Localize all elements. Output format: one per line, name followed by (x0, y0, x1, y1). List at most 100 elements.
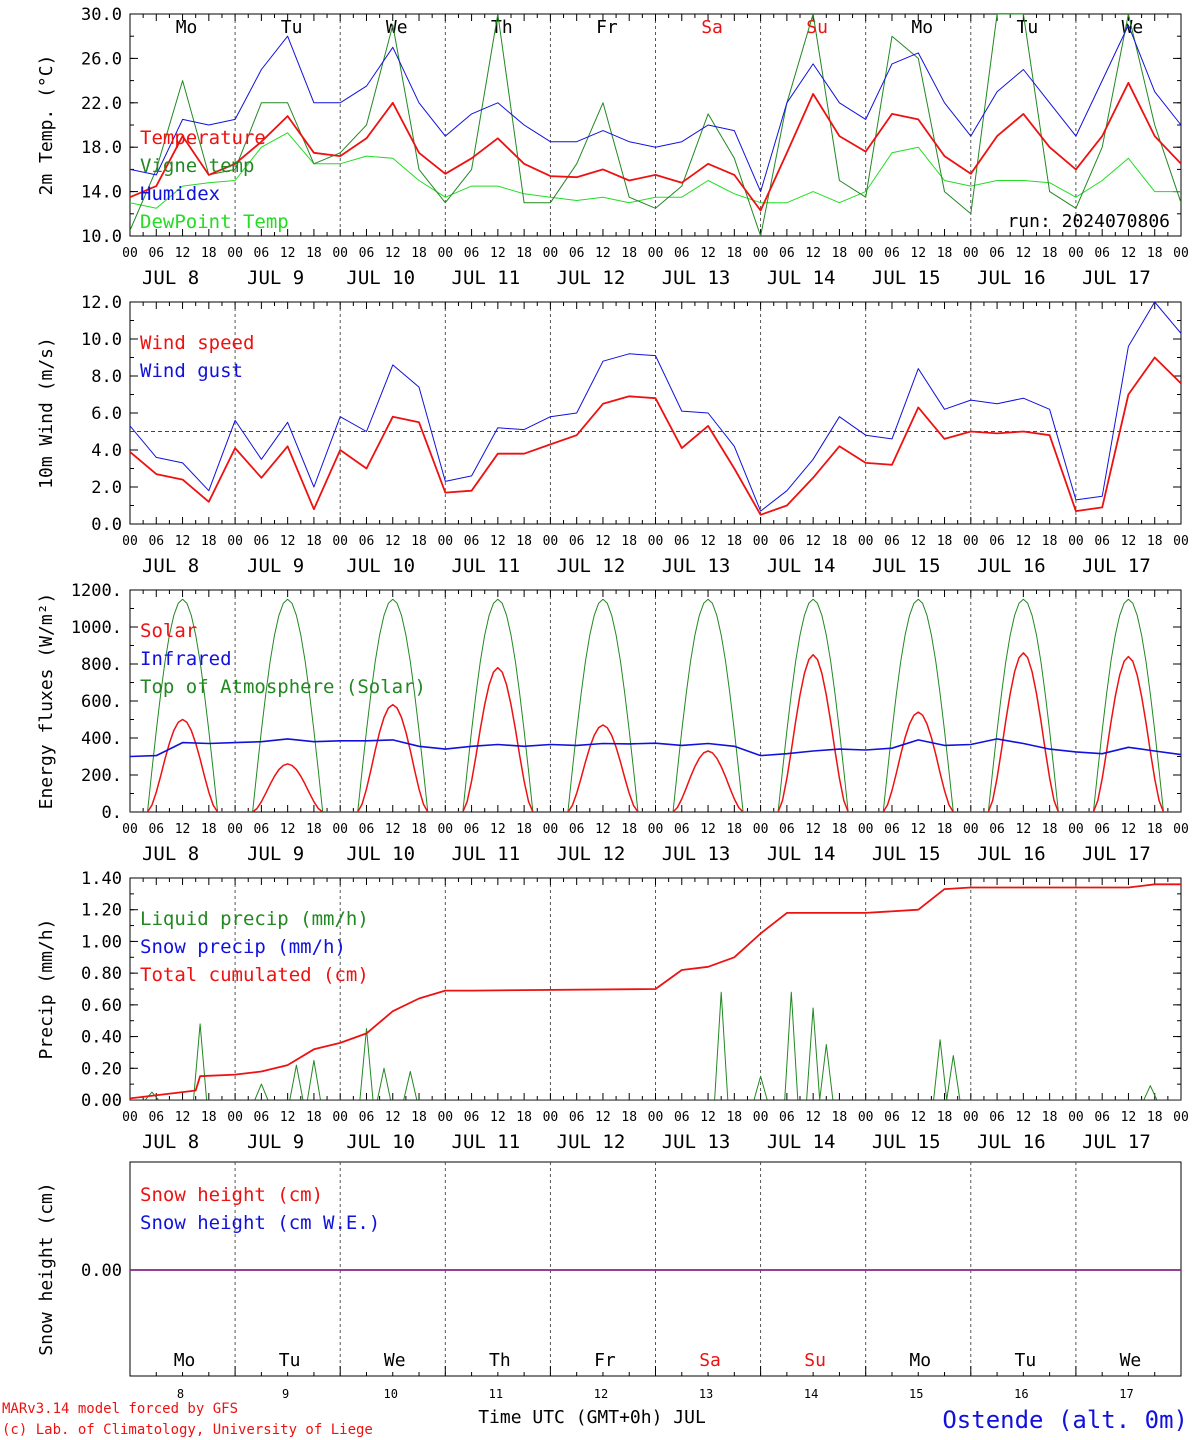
weekday-label: Mo (176, 17, 198, 38)
hour-tick-label: 00 (648, 246, 664, 261)
hour-tick-label: 18 (937, 1110, 953, 1125)
hour-tick-label: 12 (1121, 1110, 1137, 1125)
hour-tick-label: 12 (175, 246, 191, 261)
day-label: JUL 12 (557, 555, 626, 577)
day-label: JUL 14 (767, 1131, 836, 1153)
hour-tick-label: 00 (1173, 246, 1189, 261)
panel-4: 0.00 0.20 0.40 0.60 0.80 1.00 1.20 1.40 Precip (… (36, 869, 1189, 1153)
day-label: JUL 16 (977, 555, 1046, 577)
y-tick-label: 0.0 (91, 515, 122, 535)
hour-tick-label: 00 (648, 1110, 664, 1125)
legend-entry: Snow precip (mm/h) (140, 936, 346, 958)
day-label: JUL 17 (1082, 267, 1151, 289)
day-label: JUL 11 (452, 1131, 521, 1153)
y-tick-label: 0.80 (81, 964, 122, 984)
hour-tick-label: 06 (884, 822, 900, 837)
hour-tick-label: 00 (332, 1110, 348, 1125)
y-tick-label: 200. (81, 766, 122, 786)
hour-tick-label: 18 (1042, 534, 1058, 549)
series-line-3 (130, 24, 1181, 193)
hour-tick-label: 06 (148, 246, 164, 261)
day-label: JUL 11 (452, 843, 521, 865)
weekday-label: Mo (911, 17, 933, 38)
day-label: JUL 8 (142, 555, 199, 577)
hour-tick-label: 06 (1094, 534, 1110, 549)
day-label: JUL 14 (767, 267, 836, 289)
hour-tick-label: 12 (700, 246, 716, 261)
hour-tick-label: 00 (227, 822, 243, 837)
day-label: JUL 9 (247, 843, 304, 865)
legend-entry: DewPoint Temp (140, 211, 289, 233)
series-line-1 (130, 81, 1181, 212)
hour-tick-label: 18 (201, 822, 217, 837)
panel-5: 0.00 Snow height (cm) Snow height (cm) Snow… (36, 1161, 1182, 1401)
hour-tick-label: 18 (306, 534, 322, 549)
weekday-label: Mo (174, 1350, 196, 1371)
hour-tick-label: 00 (648, 534, 664, 549)
hour-tick-label: 06 (254, 822, 270, 837)
legend-entry: Infrared (140, 648, 232, 670)
y-tick-label: 22.0 (81, 94, 122, 114)
hour-tick-label: 06 (569, 822, 585, 837)
panel-2: 0.0 2.0 4.0 6.0 8.0 10.0 12.0 10m Wind (m/s) 00 0… (36, 293, 1189, 577)
hour-tick-label: 00 (1173, 1110, 1189, 1125)
day-label: JUL 17 (1082, 555, 1151, 577)
toa-solar-line (130, 598, 1181, 812)
weekday-label: Tu (281, 17, 303, 38)
day-label: JUL 12 (557, 1131, 626, 1153)
hour-tick-label: 00 (543, 534, 559, 549)
hour-tick-label: 12 (805, 1110, 821, 1125)
day-label: JUL 12 (557, 267, 626, 289)
hour-tick-label: 00 (753, 534, 769, 549)
hour-tick-label: 00 (543, 246, 559, 261)
y-axis-label: Energy fluxes (W/m²) (36, 593, 57, 810)
run-label: run: 2024070806 (1007, 211, 1170, 232)
hour-tick-label: 18 (832, 822, 848, 837)
hour-tick-label: 00 (122, 246, 138, 261)
hour-tick-label: 06 (674, 1110, 690, 1125)
day-number-label: 16 (1014, 1387, 1028, 1401)
hour-tick-label: 18 (1147, 822, 1163, 837)
panels: 10.014.018.022.026.030.02m Temp. (°C)00 0… (36, 5, 1189, 1401)
hour-tick-label: 06 (779, 534, 795, 549)
hour-tick-label: 18 (306, 822, 322, 837)
hour-tick-label: 00 (437, 246, 453, 261)
day-number-label: 8 (177, 1387, 184, 1401)
hour-tick-label: 18 (621, 534, 637, 549)
hour-tick-label: 00 (332, 822, 348, 837)
hour-tick-label: 12 (1016, 534, 1032, 549)
hour-tick-label: 12 (1016, 822, 1032, 837)
y-axis-label: Precip (mm/h) (36, 919, 57, 1060)
hour-tick-label: 00 (227, 534, 243, 549)
hour-tick-label: 18 (832, 1110, 848, 1125)
hour-tick-label: 12 (700, 822, 716, 837)
series-line-2 (130, 302, 1181, 512)
day-number-label: 10 (384, 1387, 398, 1401)
hour-tick-label: 00 (963, 246, 979, 261)
day-label: JUL 9 (247, 267, 304, 289)
cumulated-line (130, 883, 1181, 1100)
hour-tick-label: 12 (1016, 1110, 1032, 1125)
y-tick-label: 4.0 (91, 441, 122, 461)
hour-tick-label: 18 (411, 246, 427, 261)
hour-tick-label: 06 (989, 534, 1005, 549)
infrared-line (130, 738, 1181, 758)
hour-tick-label: 18 (621, 822, 637, 837)
hour-tick-label: 12 (805, 822, 821, 837)
hour-tick-label: 18 (306, 246, 322, 261)
lab-credit: (c) Lab. of Climatology, University of L… (2, 1422, 373, 1438)
hour-tick-label: 12 (1121, 534, 1137, 549)
hour-tick-label: 06 (569, 246, 585, 261)
y-tick-label: 1.20 (81, 901, 122, 921)
hour-tick-label: 12 (385, 246, 401, 261)
hour-tick-label: 00 (543, 1110, 559, 1125)
legend-entry: Top of Atmosphere (Solar) (140, 676, 426, 698)
series-group (130, 14, 1181, 236)
y-tick-label: 2.0 (91, 478, 122, 498)
hour-tick-label: 00 (122, 822, 138, 837)
weekday-label: Sa (701, 17, 723, 38)
hour-tick-label: 00 (122, 1110, 138, 1125)
day-number-label: 15 (909, 1387, 923, 1401)
model-credit: MARv3.14 model forced by GFS (2, 1401, 238, 1417)
hour-tick-label: 18 (832, 246, 848, 261)
